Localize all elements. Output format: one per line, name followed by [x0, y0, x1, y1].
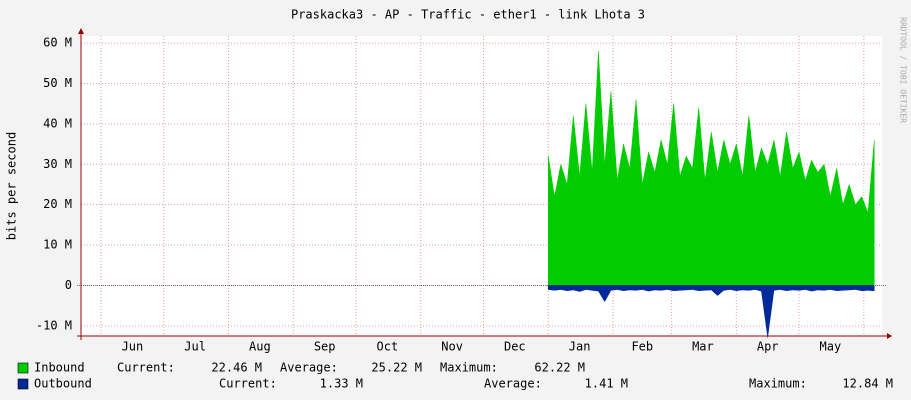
y-tick-label: 10 M: [43, 238, 72, 252]
area: [548, 51, 875, 286]
y-tick-label: 30 M: [43, 157, 72, 171]
legend-stat-label: Average:: [484, 377, 542, 391]
x-tick-label: Jun: [122, 340, 144, 354]
marks: [548, 51, 875, 338]
x-tick-label: Aug: [249, 340, 271, 354]
legend-stat: 62.22 M: [534, 361, 585, 375]
x-tick-label: Jul: [184, 340, 206, 354]
x-tick-label: Nov: [441, 340, 463, 354]
y-tick-label: 20 M: [43, 197, 72, 211]
y-tick-label: 60 M: [43, 36, 72, 50]
y-axis-arrow: [78, 28, 84, 34]
legend-stat: 25.22 M: [371, 361, 422, 375]
y-tick-label: 0: [65, 278, 72, 292]
x-tick-label: Mar: [692, 340, 714, 354]
legend-stat-label: Maximum:: [749, 377, 807, 391]
legend-stat-label: Current:: [117, 361, 175, 375]
legend-swatch: [17, 362, 29, 374]
legend-stat: 1.33 M: [320, 377, 363, 391]
x-axis-arrow: [887, 333, 892, 339]
x-tick-label: Dec: [504, 340, 526, 354]
x-tick-label: Jan: [569, 340, 591, 354]
y-tick-label: 40 M: [43, 116, 72, 130]
chart-title: Praskacka3 - AP - Traffic - ether1 - lin…: [291, 8, 645, 22]
y-axis-label: bits per second: [5, 132, 19, 240]
legend-swatch: [17, 378, 29, 390]
legend: Inbound Current: 22.46 M Average: 25.22 M Max…: [17, 361, 893, 391]
watermark: RRDTOOL / TOBI OETIKER: [899, 17, 908, 123]
legend-stat-label: Average:: [280, 361, 338, 375]
x-tick-label: Apr: [757, 340, 779, 354]
x-tick-label: Oct: [377, 340, 399, 354]
legend-label: Outbound: [34, 377, 92, 391]
y-tick-label: -10 M: [36, 318, 72, 332]
legend-stat: 12.84 M: [842, 377, 893, 391]
legend-label: Inbound: [34, 361, 85, 375]
x-tick-label: Sep: [314, 340, 336, 354]
y-tick-label: 50 M: [43, 76, 72, 90]
x-tick-label: Feb: [631, 340, 653, 354]
legend-stat-label: Maximum:: [440, 361, 498, 375]
legend-stat-label: Current:: [219, 377, 277, 391]
legend-stat: 1.41 M: [585, 377, 628, 391]
axes: -10 M 0 10 M 20 M 30 M 40 M 50 M 60 M Jun Jul Aug S…: [36, 28, 892, 354]
legend-stat: 22.46 M: [211, 361, 262, 375]
x-tick-label: May: [820, 340, 842, 354]
area: [548, 285, 875, 338]
